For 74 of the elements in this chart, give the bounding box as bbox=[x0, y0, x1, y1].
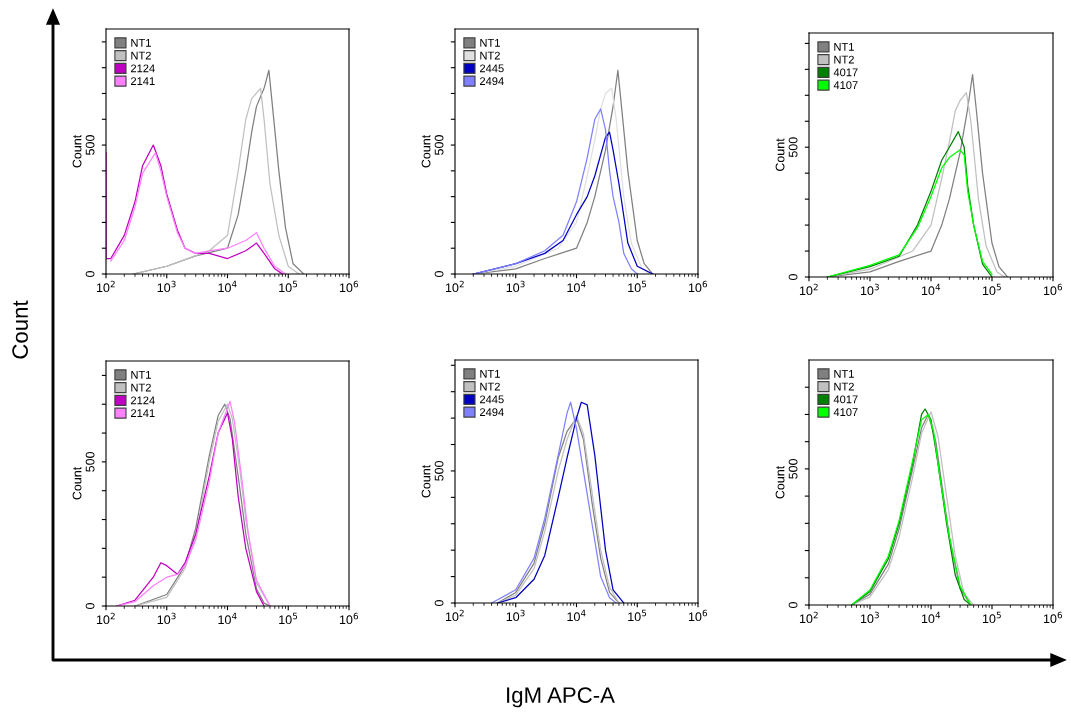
x-tick-label: 10$^{6}$ bbox=[688, 280, 708, 293]
y-tick-label: 500 bbox=[788, 458, 798, 479]
y-axis-title: Count bbox=[775, 465, 785, 499]
legend-label: NT2 bbox=[131, 383, 151, 392]
y-tick-label: 0 bbox=[788, 274, 798, 280]
legend-label: 2124 bbox=[131, 64, 155, 73]
x-tick-label: 10$^{2}$ bbox=[96, 280, 115, 293]
x-tick-label: 10$^{5}$ bbox=[279, 280, 298, 293]
y-axis-title: Count bbox=[421, 134, 431, 168]
x-tick-label: 10$^{4}$ bbox=[218, 612, 237, 625]
y-tick-label: 500 bbox=[434, 460, 444, 481]
x-tick-label: 10$^{3}$ bbox=[157, 280, 176, 293]
legend-label: 2445 bbox=[480, 395, 504, 404]
x-tick-label: 10$^{5}$ bbox=[279, 612, 298, 625]
legend-label: NT2 bbox=[834, 55, 854, 64]
y-tick-label: 0 bbox=[85, 603, 95, 609]
y-axis-title: Count bbox=[775, 138, 785, 172]
legend-label: 2141 bbox=[131, 77, 155, 85]
y-tick-label: 500 bbox=[85, 451, 95, 472]
x-tick-label: 10$^{4}$ bbox=[567, 280, 586, 293]
x-tick-label: 10$^{2}$ bbox=[445, 280, 464, 293]
x-tick-label: 10$^{3}$ bbox=[506, 280, 525, 293]
x-tick-label: 10$^{3}$ bbox=[860, 611, 879, 624]
legend-label: NT1 bbox=[131, 371, 151, 379]
x-tick-label: 10$^{5}$ bbox=[628, 280, 647, 293]
legend-label: 4107 bbox=[833, 81, 858, 90]
x-tick-label: 10$^{5}$ bbox=[982, 611, 1001, 624]
y-tick-label: 0 bbox=[85, 271, 95, 277]
legend-label: 2141 bbox=[131, 409, 155, 417]
x-tick-label: 10$^{2}$ bbox=[445, 609, 464, 622]
y-axis-title: Count bbox=[72, 134, 82, 168]
x-tick-label: 10$^{6}$ bbox=[688, 609, 708, 622]
legend-label: 2124 bbox=[131, 396, 155, 405]
text: Count bbox=[12, 300, 28, 359]
y-tick-label: 0 bbox=[434, 271, 444, 277]
x-tick-label: 10$^{3}$ bbox=[860, 283, 879, 296]
y-tick-label: 0 bbox=[434, 600, 444, 606]
x-tick-label: 10$^{4}$ bbox=[921, 611, 941, 624]
y-axis-title: Count bbox=[421, 464, 431, 498]
legend-label: 4107 bbox=[833, 408, 858, 417]
x-tick-label: 10$^{5}$ bbox=[628, 609, 647, 622]
y-tick-label: 500 bbox=[85, 135, 95, 155]
legend-label: 4017 bbox=[833, 68, 858, 77]
legend-label: 4017 bbox=[833, 395, 858, 404]
x-tick-label: 10$^{2}$ bbox=[799, 283, 818, 296]
y-axis-title: Count bbox=[72, 466, 82, 500]
x-tick-label: 10$^{4}$ bbox=[218, 280, 237, 293]
legend-label: 2494 bbox=[480, 408, 504, 417]
x-tick-label: 10$^{6}$ bbox=[1043, 283, 1063, 296]
x-tick-label: 10$^{6}$ bbox=[339, 612, 359, 625]
x-tick-label: 10$^{5}$ bbox=[982, 283, 1001, 296]
legend-label: NT2 bbox=[131, 51, 151, 60]
x-tick-label: 10$^{4}$ bbox=[567, 609, 586, 622]
legend-label: NT2 bbox=[480, 51, 500, 60]
x-tick-label: 10$^{3}$ bbox=[506, 609, 525, 622]
legend-label: 2445 bbox=[480, 64, 504, 73]
x-tick-label: 10$^{6}$ bbox=[339, 280, 359, 293]
legend-label: NT1 bbox=[834, 370, 854, 378]
x-tick-label: 10$^{3}$ bbox=[157, 612, 176, 625]
y-tick-label: 0 bbox=[788, 602, 798, 608]
legend-label: 2494 bbox=[480, 77, 504, 86]
x-tick-label: 10$^{6}$ bbox=[1043, 611, 1063, 624]
legend-label: NT1 bbox=[480, 39, 500, 47]
legend-label: NT2 bbox=[480, 382, 500, 391]
legend-label: NT1 bbox=[834, 43, 854, 51]
legend-label: NT2 bbox=[834, 382, 854, 391]
text: IgM APC-A bbox=[507, 687, 615, 708]
y-tick-label: 500 bbox=[788, 137, 798, 158]
x-tick-label: 10$^{4}$ bbox=[921, 283, 941, 296]
x-tick-label: 10$^{2}$ bbox=[96, 612, 115, 625]
x-tick-label: 10$^{2}$ bbox=[799, 611, 818, 624]
legend-label: NT1 bbox=[480, 370, 500, 378]
legend-label: NT1 bbox=[131, 39, 151, 47]
y-tick-label: 500 bbox=[434, 135, 444, 155]
